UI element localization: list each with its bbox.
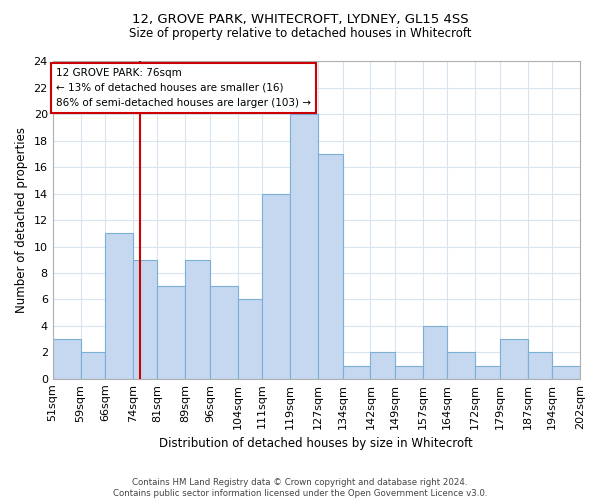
Bar (157, 286, 185, 379)
Bar (527, 352, 552, 379)
Bar (238, 300, 262, 379)
Bar (53, 339, 80, 379)
Bar (395, 366, 423, 379)
Bar (343, 366, 370, 379)
Y-axis label: Number of detached properties: Number of detached properties (15, 127, 28, 313)
Bar (447, 352, 475, 379)
Text: 12 GROVE PARK: 76sqm
← 13% of detached houses are smaller (16)
86% of semi-detac: 12 GROVE PARK: 76sqm ← 13% of detached h… (56, 68, 311, 108)
Bar (80, 352, 105, 379)
Bar (475, 366, 500, 379)
Bar (185, 260, 210, 379)
Bar (500, 339, 527, 379)
Text: 12, GROVE PARK, WHITECROFT, LYDNEY, GL15 4SS: 12, GROVE PARK, WHITECROFT, LYDNEY, GL15… (131, 12, 469, 26)
Text: Contains HM Land Registry data © Crown copyright and database right 2024.
Contai: Contains HM Land Registry data © Crown c… (113, 478, 487, 498)
Bar (318, 154, 343, 379)
Bar (105, 234, 133, 379)
X-axis label: Distribution of detached houses by size in Whitecroft: Distribution of detached houses by size … (160, 437, 473, 450)
Bar (133, 260, 157, 379)
Bar (552, 366, 580, 379)
Bar (262, 194, 290, 379)
Bar (290, 114, 318, 379)
Bar (423, 326, 447, 379)
Bar (210, 286, 238, 379)
Text: Size of property relative to detached houses in Whitecroft: Size of property relative to detached ho… (129, 28, 471, 40)
Bar (370, 352, 395, 379)
